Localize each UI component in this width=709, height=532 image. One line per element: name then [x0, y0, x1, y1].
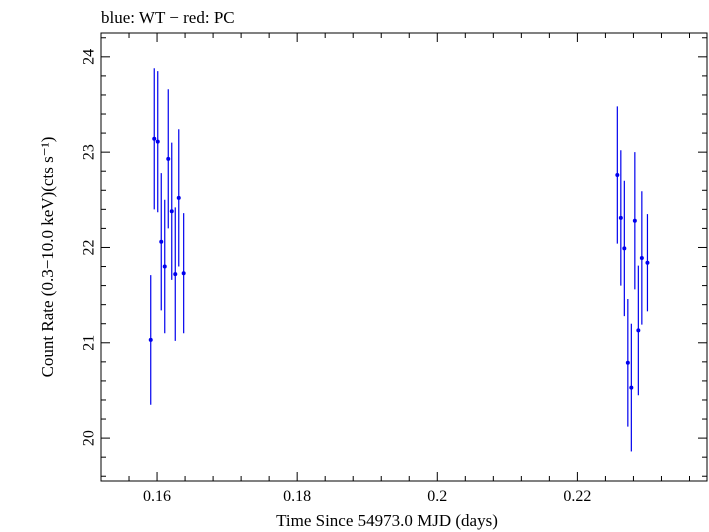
data-point — [166, 156, 171, 161]
data-point — [622, 246, 627, 251]
y-axis-ticks: 20 21 22 23 24 — [81, 37, 707, 477]
data-point — [615, 173, 620, 178]
x-axis-ticks: 0.16 0.18 0.2 0.22 — [100, 33, 690, 505]
data-point — [629, 385, 634, 390]
y-tick-label: 22 — [81, 239, 98, 255]
data-point — [618, 215, 623, 220]
x-axis-label: Time Since 54973.0 MJD (days) — [276, 511, 498, 530]
y-tick-label: 20 — [81, 430, 98, 446]
x-tick-label: 0.22 — [563, 488, 591, 505]
data-point — [155, 139, 160, 144]
data-point — [148, 337, 153, 342]
y-tick-label: 23 — [81, 144, 98, 160]
data-point — [176, 195, 181, 200]
data-point — [162, 264, 167, 269]
plot-frame — [100, 32, 708, 482]
data-point — [636, 328, 641, 333]
data-point — [173, 272, 178, 277]
data-point — [645, 260, 650, 265]
data-point — [169, 209, 174, 214]
chart-title: blue: WT − red: PC — [101, 8, 235, 27]
data-point — [181, 271, 186, 276]
y-axis-label: Count Rate (0.3−10.0 keV)(cts s⁻¹) — [38, 137, 57, 378]
y-tick-label: 24 — [81, 49, 98, 65]
data-point — [159, 239, 164, 244]
data-points — [148, 68, 650, 452]
data-point — [152, 136, 157, 141]
x-tick-label: 0.16 — [143, 488, 171, 505]
data-point — [639, 255, 644, 260]
x-tick-label: 0.2 — [427, 488, 447, 505]
y-tick-label: 21 — [81, 335, 98, 351]
x-tick-label: 0.18 — [283, 488, 311, 505]
data-point — [632, 218, 637, 223]
data-point — [625, 360, 630, 365]
